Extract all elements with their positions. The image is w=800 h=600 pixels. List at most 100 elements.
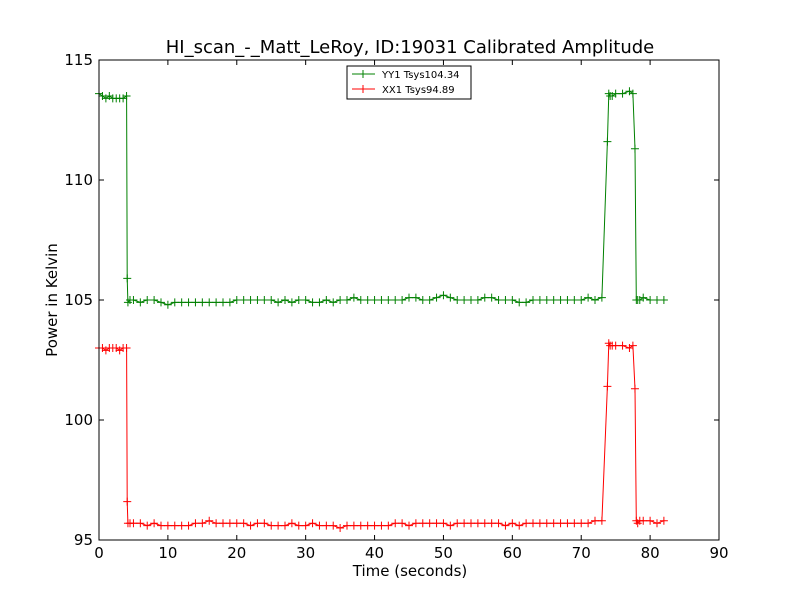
data-point-yy1 — [246, 296, 255, 304]
data-point-yy1 — [453, 296, 462, 304]
data-point-xx1 — [398, 519, 407, 528]
data-point-xx1 — [198, 519, 207, 528]
data-point-yy1 — [136, 298, 145, 307]
x-tick-label: 90 — [709, 544, 728, 562]
data-point-yy1 — [384, 296, 393, 304]
data-point-xx1 — [377, 521, 386, 530]
data-point-yy1 — [591, 296, 599, 304]
data-point-yy1 — [143, 296, 152, 304]
data-point-xx1 — [184, 521, 193, 530]
data-point-yy1 — [163, 300, 172, 309]
data-point-xx1 — [522, 519, 531, 528]
data-point-xx1 — [315, 521, 324, 530]
legend-box — [346, 65, 472, 100]
data-point-yy1 — [501, 296, 510, 304]
data-point-yy1 — [628, 89, 637, 98]
data-point-xx1 — [136, 519, 145, 528]
data-point-xx1 — [212, 519, 221, 528]
legend-label-yy1: YY1 Tsys104.34 — [381, 70, 460, 81]
data-point-xx1 — [232, 519, 241, 528]
data-point-yy1 — [336, 296, 345, 304]
data-point-yy1 — [529, 296, 537, 304]
data-point-xx1 — [246, 521, 255, 530]
data-point-yy1 — [611, 89, 620, 98]
data-point-yy1 — [123, 274, 132, 283]
data-point-xx1 — [646, 516, 655, 525]
data-point-xx1 — [122, 344, 131, 352]
data-point-xx1 — [191, 519, 200, 528]
data-point-yy1 — [308, 298, 317, 307]
data-point-xx1 — [370, 521, 379, 530]
x-tick-label: 40 — [365, 544, 384, 562]
data-point-xx1 — [157, 521, 165, 530]
data-point-xx1 — [363, 521, 372, 530]
data-point-yy1 — [377, 296, 386, 304]
data-point-yy1 — [639, 293, 648, 302]
data-point-xx1 — [611, 341, 620, 350]
data-point-yy1 — [646, 296, 655, 304]
data-point-xx1 — [170, 521, 179, 530]
data-point-yy1 — [391, 296, 400, 304]
data-point-xx1 — [356, 521, 365, 530]
legend-label-xx1: XX1 Tsys94.89 — [382, 85, 455, 96]
data-point-yy1 — [356, 296, 365, 304]
data-point-yy1 — [653, 296, 661, 304]
data-point-yy1 — [603, 137, 612, 146]
data-point-xx1 — [411, 519, 420, 528]
y-axis-label: Power in Kelvin — [43, 243, 61, 357]
data-point-xx1 — [253, 519, 262, 528]
data-point-xx1 — [597, 516, 606, 525]
data-point-xx1 — [453, 519, 462, 528]
data-point-yy1 — [494, 296, 503, 304]
data-point-yy1 — [363, 296, 372, 304]
data-point-yy1 — [460, 296, 469, 304]
y-tick-label: 115 — [64, 51, 93, 69]
data-point-yy1 — [473, 296, 482, 304]
data-point-yy1 — [467, 296, 475, 304]
data-point-yy1 — [212, 298, 221, 307]
data-point-yy1 — [487, 293, 496, 302]
y-tick-label: 100 — [64, 411, 93, 429]
data-point-xx1 — [584, 519, 593, 528]
data-point-xx1 — [577, 519, 586, 528]
data-point-yy1 — [411, 293, 420, 302]
data-point-xx1 — [405, 521, 413, 530]
data-point-yy1 — [570, 296, 579, 304]
plot-series-layer — [95, 87, 668, 532]
data-point-yy1 — [425, 296, 434, 304]
data-point-xx1 — [446, 521, 455, 530]
data-point-yy1 — [584, 293, 593, 302]
data-point-yy1 — [129, 296, 138, 304]
data-point-yy1 — [343, 296, 351, 304]
data-point-yy1 — [398, 296, 407, 304]
data-point-xx1 — [653, 519, 661, 528]
data-point-yy1 — [322, 296, 331, 304]
data-point-yy1 — [439, 291, 448, 300]
data-point-yy1 — [618, 89, 627, 98]
data-point-xx1 — [460, 519, 469, 528]
data-point-yy1 — [329, 298, 338, 307]
data-point-xx1 — [529, 519, 537, 528]
data-point-xx1 — [260, 519, 269, 528]
data-point-xx1 — [225, 519, 234, 528]
data-point-xx1 — [205, 516, 214, 525]
data-point-yy1 — [508, 296, 517, 304]
data-point-xx1 — [501, 521, 510, 530]
data-point-yy1 — [659, 296, 668, 304]
data-point-xx1 — [219, 519, 227, 528]
x-tick-label: 80 — [641, 544, 660, 562]
data-point-yy1 — [556, 296, 565, 304]
data-point-xx1 — [123, 497, 132, 506]
data-point-xx1 — [336, 524, 345, 532]
data-point-yy1 — [177, 298, 186, 307]
data-point-xx1 — [322, 521, 331, 530]
data-point-yy1 — [170, 298, 179, 307]
data-point-xx1 — [349, 521, 358, 530]
data-point-yy1 — [253, 296, 262, 304]
data-point-xx1 — [570, 519, 579, 528]
data-point-xx1 — [391, 519, 400, 528]
data-point-yy1 — [349, 293, 358, 302]
data-point-xx1 — [542, 519, 551, 528]
data-point-xx1 — [177, 521, 186, 530]
data-point-yy1 — [274, 298, 283, 307]
